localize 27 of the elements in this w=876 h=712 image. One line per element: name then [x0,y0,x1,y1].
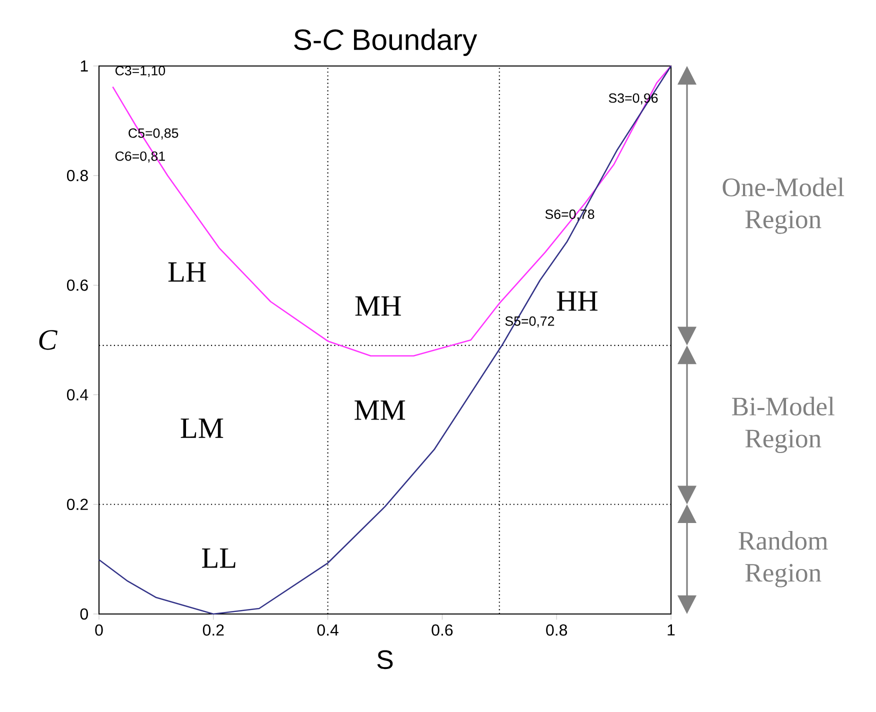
y-tick-label: 0 [80,608,88,620]
annotation: LL [202,548,236,568]
x-tick-label: 0.8 [546,624,568,636]
y-tick-label: 0.6 [66,280,88,291]
text: Bi-Model Region [732,396,834,454]
annotation: C3=1,10 [115,66,166,77]
x-tick-label: 0.4 [317,624,338,636]
annotation: LH [168,262,206,282]
chart-title: S-C Boundary [294,28,478,56]
annotation: MH [355,296,401,316]
text: One-Model Region [722,178,844,234]
y-tick-label: 1 [80,60,88,72]
line-series [112,65,672,357]
y-tick-label: 0.4 [66,389,88,400]
y-tick-label: 0.2 [66,498,88,510]
y-axis-title: C [39,330,58,350]
annotation: LM [180,418,224,438]
x-tick-label: 0 [95,624,103,636]
text: Random Region [738,531,828,588]
y-tick-label: 0.8 [66,170,88,182]
x-axis-title: S [377,650,393,670]
x-tick-label: 1 [668,624,675,636]
x-tick-label: 0.6 [432,624,453,636]
x-tick-label: 0.2 [202,624,224,636]
annotation: HH [556,291,598,311]
line-series [98,65,672,615]
annotation: MM [354,400,406,420]
